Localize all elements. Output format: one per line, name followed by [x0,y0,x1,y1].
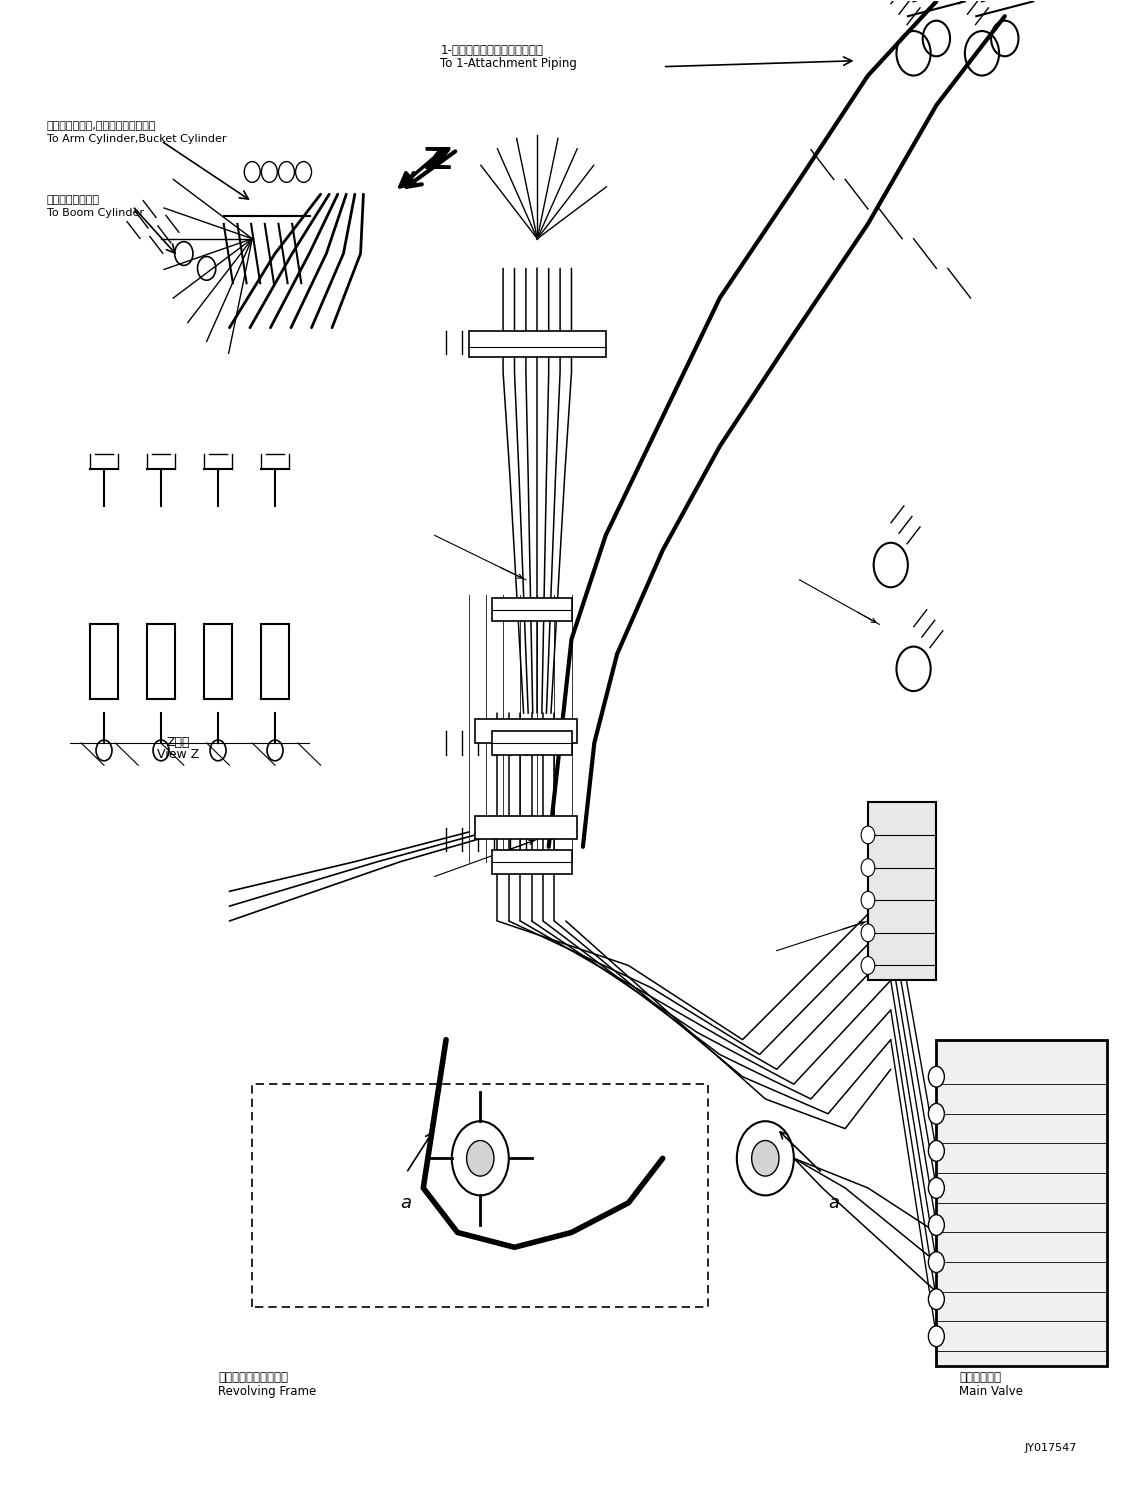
Circle shape [928,1326,944,1346]
Text: レボルビングフレーム: レボルビングフレーム [218,1372,288,1385]
Text: メインバルブ: メインバルブ [959,1372,1001,1385]
Bar [469,331,606,357]
Bar [70,446,321,743]
Text: Z: Z [430,146,451,174]
Circle shape [928,1104,944,1125]
Circle shape [861,892,874,909]
Bar [491,850,572,874]
Circle shape [928,1067,944,1088]
Circle shape [928,1288,944,1309]
Bar [491,731,572,755]
Bar [868,802,936,981]
Circle shape [928,1214,944,1235]
Bar [474,719,577,743]
Circle shape [861,859,874,877]
Circle shape [861,957,874,975]
Circle shape [861,826,874,844]
Text: Main Valve: Main Valve [959,1385,1023,1398]
Text: To Boom Cylinder: To Boom Cylinder [47,208,144,218]
Text: アームシリンダ,バケットシリンダへ: アームシリンダ,バケットシリンダへ [47,120,157,131]
Text: a: a [829,1193,839,1211]
Circle shape [928,1177,944,1198]
Text: ブームシリンダへ: ブームシリンダへ [47,195,99,205]
Text: Z　視: Z 視 [167,737,190,749]
Circle shape [928,1140,944,1161]
Circle shape [752,1140,780,1175]
Text: a: a [401,1193,411,1211]
Text: Revolving Frame: Revolving Frame [218,1385,317,1398]
Bar [936,1040,1108,1366]
Bar [491,597,572,621]
Text: Z: Z [424,146,446,174]
Text: To 1-Attachment Piping: To 1-Attachment Piping [440,56,577,70]
Bar [474,816,577,840]
Text: JY017547: JY017547 [1024,1443,1077,1452]
Circle shape [861,924,874,942]
Text: 1-アタッチメントパイピングへ: 1-アタッチメントパイピングへ [440,43,543,56]
Circle shape [466,1140,494,1175]
Circle shape [928,1251,944,1272]
Text: View Z: View Z [157,749,199,761]
Text: To Arm Cylinder,Bucket Cylinder: To Arm Cylinder,Bucket Cylinder [47,134,226,144]
